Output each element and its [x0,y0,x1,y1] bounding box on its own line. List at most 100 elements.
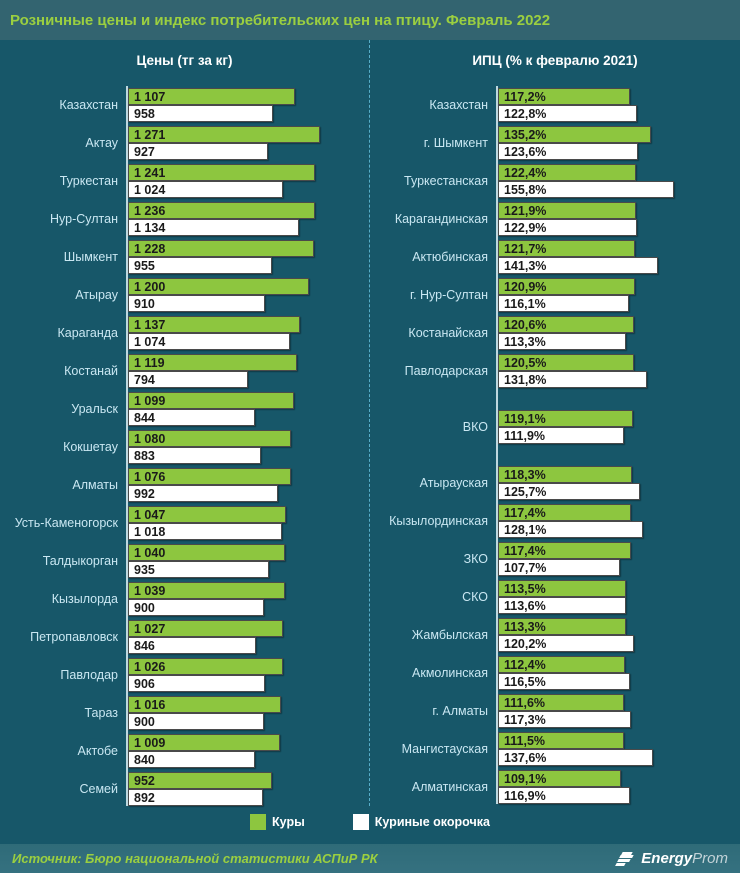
chicken-bar: 1 228 [128,240,314,257]
chicken-bar: 111,5% [498,732,624,749]
legs-bar: 123,6% [498,143,638,160]
legs-swatch-icon [352,814,369,830]
bar-group: 113,3% 120,2% [498,618,674,652]
category-label: Актау [85,136,118,150]
bar-value: 113,5% [504,581,546,596]
legs-bar: 840 [128,751,255,768]
bar-group: 117,2% 122,8% [498,88,674,122]
chart-area: Цены (тг за кг) Казахстан 1 107 958 Акта… [0,40,740,806]
category-label: г. Нур-Султан [410,288,488,302]
chart-row: Караганда 1 137 1 074 [0,316,369,350]
source-text: Источник: Бюро национальной статистики А… [12,851,378,866]
bar-value: 906 [134,676,155,691]
chart-row: ВКО 119,1% 111,9% [370,410,740,444]
chart-row: Кокшетау 1 080 883 [0,430,369,464]
bar-group: 1 099 844 [128,392,320,426]
bar-value: 120,9% [504,279,547,294]
category-label: Костанай [64,364,118,378]
bar-value: 883 [134,448,155,463]
chart-row: Алматы 1 076 992 [0,468,369,502]
chart-row: Павлодарская 120,5% 131,8% [370,354,740,388]
category-label: Кокшетау [63,440,118,454]
energyprom-logo-icon [615,851,636,866]
bar-group: 1 009 840 [128,734,320,768]
chicken-bar: 1 137 [128,316,300,333]
chart-row: Казахстан 117,2% 122,8% [370,88,740,122]
bar-value: 900 [134,600,155,615]
prices-rows: Казахстан 1 107 958 Актау 1 271 927 Турк… [0,86,369,806]
ipc-rows: Казахстан 117,2% 122,8% г. Шымкент 135,2… [370,86,740,804]
legs-bar: 113,3% [498,333,626,350]
chart-row: Костанайская 120,6% 113,3% [370,316,740,350]
chart-row: ЗКО 117,4% 107,7% [370,542,740,576]
chicken-bar: 120,6% [498,316,635,333]
bar-value: 128,1% [504,522,547,537]
bar-value: 117,3% [504,712,546,727]
bar-value: 120,5% [504,355,547,370]
bar-group: 1 200 910 [128,278,320,312]
legs-bar: 113,6% [498,597,627,614]
legs-bar: 910 [128,295,266,312]
bar-value: 120,6% [504,317,547,332]
legend-item-chicken: Куры [250,814,305,830]
category-label: Шымкент [63,250,118,264]
legs-bar: 1 024 [128,181,283,198]
chicken-bar: 120,9% [498,278,635,295]
bar-value: 121,7% [504,241,547,256]
chicken-bar: 1 026 [128,658,283,675]
category-label: Карагандинская [394,212,488,226]
chicken-bar: 1 107 [128,88,296,105]
bar-group: 1 047 1 018 [128,506,320,540]
bar-group: 1 039 900 [128,582,320,616]
category-label: Усть-Каменогорск [14,516,118,530]
bar-value: 840 [134,752,155,767]
category-label: Алматы [72,478,118,492]
bar-value: 1 040 [134,545,166,560]
chart-row: Кызылорда 1 039 900 [0,582,369,616]
chart-row: Атырауская 118,3% 125,7% [370,466,740,500]
bar-value: 927 [134,144,155,159]
bar-value: 844 [134,410,155,425]
chicken-bar: 119,1% [498,410,633,427]
legs-bar: 935 [128,561,270,578]
bar-value: 1 137 [134,317,166,332]
bar-value: 117,4% [504,505,546,520]
chart-title: Розничные цены и индекс потребительских … [10,11,551,29]
bar-value: 1 074 [134,334,166,349]
bar-group: 1 119 794 [128,354,320,388]
legend: Куры Куриные окорочка [0,814,740,830]
bar-value: 1 026 [134,659,166,674]
chart-row: Усть-Каменогорск 1 047 1 018 [0,506,369,540]
chicken-bar: 1 099 [128,392,295,409]
bar-value: 112,4% [504,657,546,672]
category-label: Семей [79,782,118,796]
bar-value: 955 [134,258,155,273]
chart-row: Акмолинская 112,4% 116,5% [370,656,740,690]
bar-group: 1 228 955 [128,240,320,274]
chicken-bar: 117,2% [498,88,631,105]
bar-group: 111,5% 137,6% [498,732,674,766]
title-bar: Розничные цены и индекс потребительских … [0,0,740,40]
chicken-bar: 135,2% [498,126,651,143]
chicken-bar: 1 236 [128,202,315,219]
bar-group: 120,9% 116,1% [498,278,674,312]
bar-group: 113,5% 113,6% [498,580,674,614]
chart-row: г. Шымкент 135,2% 123,6% [370,126,740,160]
chicken-bar: 1 200 [128,278,310,295]
bar-value: 1 236 [134,203,166,218]
bar-value: 952 [134,773,155,788]
category-label: СКО [462,590,488,604]
bar-value: 1 027 [134,621,166,636]
legs-bar: 900 [128,713,264,730]
bar-value: 119,1% [504,411,546,426]
legs-bar: 155,8% [498,181,674,198]
bar-value: 120,2% [504,636,547,651]
bar-group: 122,4% 155,8% [498,164,674,198]
legs-bar: 992 [128,485,278,502]
legs-bar: 117,3% [498,711,631,728]
category-label: Акмолинская [412,666,488,680]
bar-value: 113,6% [504,598,546,613]
chicken-bar: 1 241 [128,164,316,181]
category-label: Мангистауская [401,742,488,756]
chart-row: СКО 113,5% 113,6% [370,580,740,614]
